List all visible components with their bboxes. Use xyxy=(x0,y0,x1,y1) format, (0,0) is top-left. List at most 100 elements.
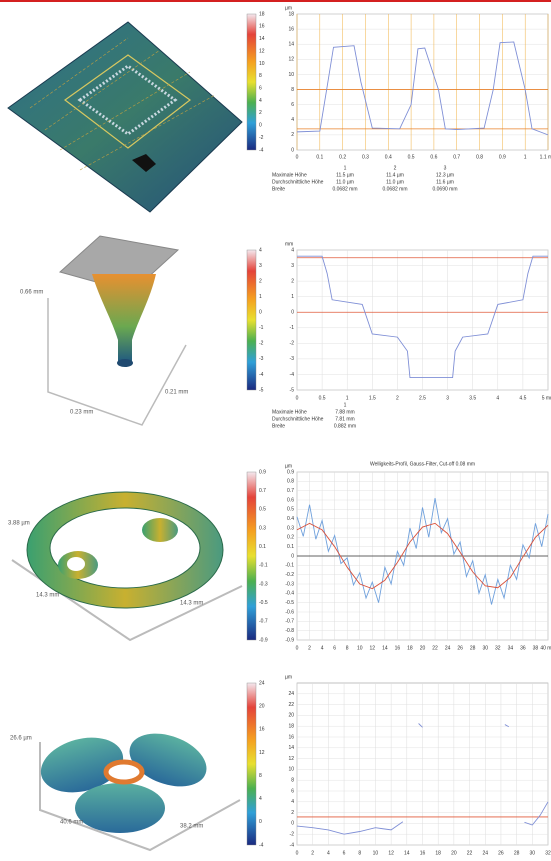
y-tick-label: 10 xyxy=(288,767,294,773)
colorbar-tick-label: 6 xyxy=(259,86,262,92)
colorbar-tick-label: -0.5 xyxy=(259,600,268,606)
x-tick-label: 14 xyxy=(404,850,410,856)
colorbar-tick-label: 0 xyxy=(259,819,262,825)
x-tick-label: 20 xyxy=(420,645,426,651)
x-tick-label: 1.5 xyxy=(369,395,376,401)
y-tick-label: 2 xyxy=(291,810,294,816)
y-unit: µm xyxy=(285,463,292,469)
colorbar-tick-label: -4 xyxy=(259,842,264,848)
table-cell: Breite xyxy=(272,423,285,429)
colorbar-tick-label: 4 xyxy=(259,796,262,802)
x-tick-label: 34 xyxy=(508,645,514,651)
top-rule xyxy=(0,0,551,2)
y-tick-label: 14 xyxy=(288,745,294,751)
colorbar-tick-label: 0 xyxy=(259,310,262,316)
y-tick-label: 0.8 xyxy=(287,479,294,485)
y-tick-label: 0 xyxy=(291,147,294,153)
surface-funnel xyxy=(48,236,186,425)
table-header: 3 xyxy=(444,165,447,171)
y-tick-label: 4 xyxy=(291,247,294,253)
colorbar-tick-label: 8 xyxy=(259,73,262,79)
plot-area xyxy=(297,14,548,150)
colorbar-tick-label: 0.1 xyxy=(259,544,266,550)
x-tick-label: 26 xyxy=(498,850,504,856)
y-tick-label: -1 xyxy=(290,325,295,331)
table-cell: Durchschnittliche Höhe xyxy=(272,416,324,422)
surface-label: 26.6 µm xyxy=(10,736,32,742)
x-tick-label: 2.5 xyxy=(419,395,426,401)
colorbar-tick-label: 1 xyxy=(259,294,262,300)
y-tick-label: 12 xyxy=(288,57,294,63)
x-tick-label: 0.7 xyxy=(453,154,460,160)
surface-label: 0.66 mm xyxy=(20,290,43,296)
x-tick-label: 0.4 xyxy=(385,154,392,160)
y-tick-label: -0.5 xyxy=(285,600,294,606)
colorbar-tick-label: 24 xyxy=(259,680,265,686)
x-tick-label: 2 xyxy=(396,395,399,401)
colorbar-tick-label: -2 xyxy=(259,341,264,347)
y-unit: mm xyxy=(285,241,293,247)
x-tick-label: 0.5 xyxy=(408,154,415,160)
y-unit: µm xyxy=(285,5,292,11)
colorbar-tick-label: 0.9 xyxy=(259,469,266,475)
x-tick-label: 2 xyxy=(308,645,311,651)
x-tick-label: 0.2 xyxy=(339,154,346,160)
colorbar-tick-label: 3 xyxy=(259,263,262,269)
colorbar xyxy=(247,250,256,390)
table-cell: 11.0 µm xyxy=(386,179,404,185)
colorbar-tick-label: 8 xyxy=(259,773,262,779)
y-tick-label: -0.6 xyxy=(285,609,294,615)
table-cell: 0.0690 mm xyxy=(432,186,457,192)
colorbar-tick-label: 2 xyxy=(259,278,262,284)
colorbar-tick-label: 10 xyxy=(259,61,265,67)
x-tick-label: 2 xyxy=(311,850,314,856)
colorbar-tick-label: 16 xyxy=(259,727,265,733)
y-tick-label: 4 xyxy=(291,117,294,123)
x-tick-label: 5 mm xyxy=(542,395,551,401)
table-cell: 11.0 µm xyxy=(336,179,354,185)
y-tick-label: -0.7 xyxy=(285,619,294,625)
x-tick-label: 24 xyxy=(445,645,451,651)
y-tick-label: 14 xyxy=(288,42,294,48)
x-tick-label: 3 xyxy=(446,395,449,401)
x-tick-label: 32 xyxy=(545,850,551,856)
colorbar-tick-label: 2 xyxy=(259,110,262,116)
surface-label: 14.3 mm xyxy=(180,601,203,607)
x-tick-label: 0.3 xyxy=(362,154,369,160)
y-tick-label: 3 xyxy=(291,263,294,269)
y-tick-label: 2 xyxy=(291,132,294,138)
table-cell: Maximale Höhe xyxy=(272,409,307,415)
y-tick-label: -0.2 xyxy=(285,572,294,578)
y-tick-label: 22 xyxy=(288,702,294,708)
y-tick-label: 8 xyxy=(291,778,294,784)
colorbar-tick-label: 0.3 xyxy=(259,525,266,531)
y-tick-label: 16 xyxy=(288,26,294,32)
y-unit: µm xyxy=(285,674,292,680)
x-tick-label: 28 xyxy=(514,850,520,856)
colorbar xyxy=(247,683,256,845)
y-tick-label: 18 xyxy=(288,11,294,17)
y-tick-label: 12 xyxy=(288,756,294,762)
x-tick-label: 0.6 xyxy=(430,154,437,160)
x-tick-label: 4 xyxy=(321,645,324,651)
y-tick-label: -4 xyxy=(290,372,295,378)
y-tick-label: -5 xyxy=(290,387,295,393)
table-cell: Maximale Höhe xyxy=(272,172,307,178)
surface-label: 3.88 µm xyxy=(8,521,30,527)
x-tick-label: 18 xyxy=(435,850,441,856)
y-tick-label: 10 xyxy=(288,72,294,78)
colorbar-tick-label: 18 xyxy=(259,11,265,17)
surface-ring xyxy=(12,492,242,640)
surface-chip xyxy=(8,22,242,212)
x-tick-label: 30 xyxy=(482,645,488,651)
colorbar-tick-label: -0.1 xyxy=(259,563,268,569)
x-tick-label: 12 xyxy=(370,645,376,651)
table-cell: 0.0682 mm xyxy=(382,186,407,192)
colorbar-tick-label: -2 xyxy=(259,135,264,141)
colorbar-tick-label: 12 xyxy=(259,750,265,756)
x-tick-label: 20 xyxy=(451,850,457,856)
surface-label: 0.21 mm xyxy=(165,390,188,396)
x-tick-label: 6 xyxy=(343,850,346,856)
x-tick-label: 4 xyxy=(327,850,330,856)
x-tick-label: 10 xyxy=(357,645,363,651)
